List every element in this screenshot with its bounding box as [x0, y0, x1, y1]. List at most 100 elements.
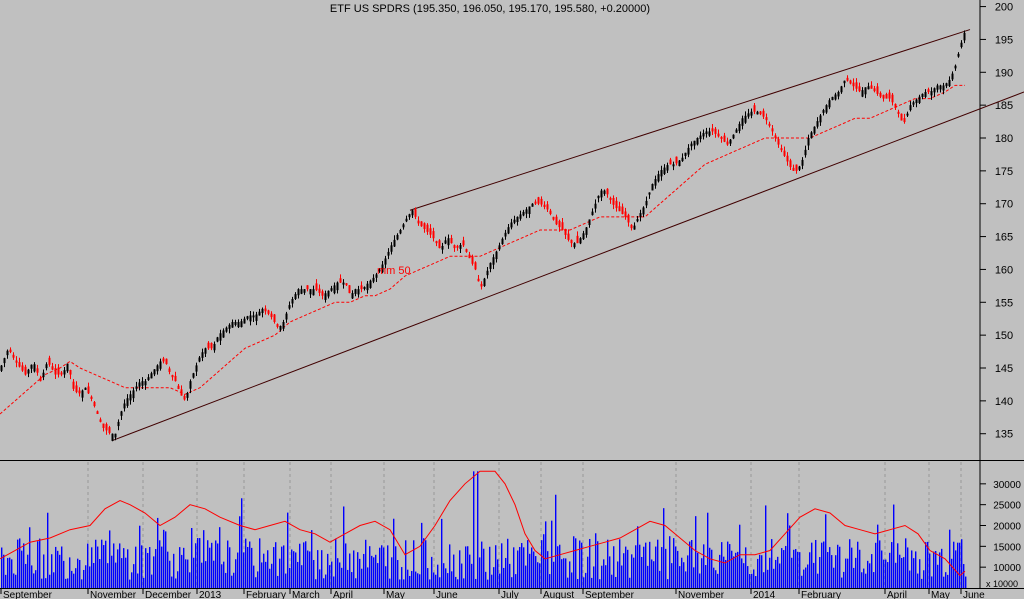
candle-body	[243, 318, 246, 324]
x-tick-label: December	[145, 590, 192, 599]
candle-body	[912, 102, 915, 105]
candle-body	[498, 245, 501, 250]
candle-body	[525, 209, 528, 214]
candle-body	[822, 110, 825, 113]
volume-bar	[249, 541, 251, 588]
volume-bar	[55, 546, 57, 588]
volume-bar	[361, 568, 363, 588]
candle-body	[696, 138, 699, 145]
volume-bar	[651, 559, 653, 588]
volume-bar	[635, 545, 637, 588]
candle-body	[21, 365, 24, 371]
volume-bar	[781, 548, 783, 588]
candle-body	[855, 82, 858, 89]
candle-body	[180, 389, 183, 396]
volume-bar	[167, 551, 169, 588]
candle-body	[717, 133, 720, 137]
volume-bar	[89, 566, 91, 588]
volume-bar	[683, 562, 685, 588]
volume-bar	[281, 546, 283, 588]
price-tick-label: 155	[995, 297, 1013, 309]
candle-body	[810, 132, 813, 139]
volume-bar	[259, 538, 261, 588]
trend-channel	[112, 29, 1024, 441]
candle-body	[363, 286, 366, 290]
candle-body	[252, 315, 255, 318]
candle-body	[888, 92, 891, 99]
candle-body	[600, 190, 603, 198]
candle-body	[807, 138, 810, 146]
volume-bar	[203, 530, 205, 588]
volume-bar	[875, 542, 877, 588]
candle-body	[876, 86, 879, 94]
candle-body	[309, 289, 312, 295]
volume-bar	[15, 574, 17, 588]
volume-bar	[873, 572, 875, 588]
candle-body	[786, 155, 789, 162]
volume-bar	[749, 574, 751, 588]
candle-body	[789, 160, 792, 168]
candle-body	[210, 342, 213, 349]
candle-body	[675, 156, 678, 164]
candle-body	[438, 240, 441, 249]
candle-body	[705, 131, 708, 135]
volume-bar	[717, 573, 719, 588]
volume-bar	[201, 562, 203, 588]
volume-bar	[353, 550, 355, 588]
volume-bar	[737, 551, 739, 588]
volume-bar	[655, 546, 657, 588]
volume-bar	[803, 569, 805, 588]
volume-bar	[543, 534, 545, 588]
volume-bar	[115, 562, 117, 588]
candle-body	[222, 330, 225, 338]
candle-body	[552, 216, 555, 220]
volume-bar	[709, 547, 711, 588]
candle-body	[312, 289, 315, 296]
volume-bar	[757, 558, 759, 588]
volume-scale-label: x 10000	[986, 579, 1018, 589]
volume-bar	[209, 547, 211, 588]
volume-bar	[561, 559, 563, 588]
candle-body	[45, 364, 48, 369]
candle-body	[33, 364, 36, 372]
volume-bar	[277, 575, 279, 588]
volume-bar	[887, 562, 889, 588]
candle-body	[315, 283, 318, 291]
candle-body	[504, 232, 507, 237]
volume-bar	[505, 557, 507, 588]
volume-bar	[527, 540, 529, 588]
volume-bar	[183, 547, 185, 588]
volume-bar	[223, 561, 225, 588]
candle-body	[117, 421, 120, 427]
candle-body	[159, 361, 162, 369]
volume-bar	[831, 555, 833, 588]
volume-bar	[811, 542, 813, 588]
volume-bar	[391, 557, 393, 588]
candle-body	[804, 149, 807, 156]
volume-bar	[931, 576, 933, 588]
volume-bar	[291, 549, 293, 588]
volume-bar	[663, 508, 665, 588]
candle-body	[216, 337, 219, 342]
volume-bar	[949, 529, 951, 588]
volume-bar	[7, 557, 9, 588]
candle-body	[543, 204, 546, 207]
volume-bar	[559, 544, 561, 588]
candle-body	[840, 86, 843, 93]
volume-bar	[911, 550, 913, 588]
volume-bar	[401, 567, 403, 588]
volume-bar	[615, 576, 617, 588]
candle-body	[699, 135, 702, 140]
volume-bar	[721, 542, 723, 588]
volume-bar	[927, 541, 929, 588]
candle-body	[882, 94, 885, 99]
volume-bar	[843, 571, 845, 588]
candle-body	[714, 128, 717, 134]
volume-bar	[47, 512, 49, 588]
volume-average-line	[0, 470, 966, 577]
candle-body	[639, 213, 642, 218]
candle-body	[219, 333, 222, 341]
candle-body	[84, 387, 87, 390]
volume-bar	[113, 543, 115, 588]
volume-bar	[551, 520, 553, 588]
